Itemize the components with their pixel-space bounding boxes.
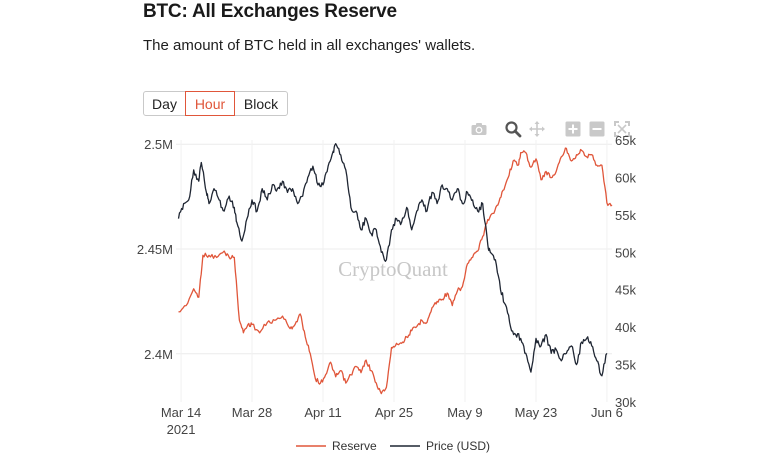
x-tick-year-label: 2021 [167,422,196,437]
x-tick-label: Apr 11 [304,405,341,420]
y-right-tick-label: 50k [615,245,636,260]
y-right-tick-label: 60k [615,170,636,185]
x-axis-ticks: Mar 14 2021 Mar 28 Apr 11 Apr 25 May 9 May 23 J… [161,405,623,437]
x-tick-label: Mar 14 [161,405,201,420]
y-right-tick-label: 30k [615,395,636,410]
zoom-in-icon[interactable] [564,120,582,138]
x-tick-label: May 9 [447,405,482,420]
block-button[interactable]: Block [234,91,288,116]
left-axis-ticks: 2.4M 2.45M 2.5M [137,137,173,362]
x-tick-label: May 23 [515,405,558,420]
y-right-tick-label: 45k [615,283,636,298]
y-left-tick-label: 2.5M [144,137,173,152]
page-title: BTC: All Exchanges Reserve [143,1,397,22]
hour-button[interactable]: Hour [185,91,235,116]
series-line-price [177,143,608,377]
y-left-tick-label: 2.45M [137,242,173,257]
legend-label-reserve: Reserve [332,439,377,453]
y-right-tick-label: 55k [615,208,636,223]
series-layer [177,143,613,395]
camera-icon[interactable] [470,120,488,138]
series-line-reserve [178,147,613,395]
autoscale-icon[interactable] [613,120,631,138]
y-right-tick-label: 35k [615,358,636,373]
pan-icon[interactable] [528,120,546,138]
x-grid-lines [180,140,608,402]
zoom-out-icon[interactable] [588,120,606,138]
right-axis-ticks: 30k 35k 40k 45k 50k 55k 60k 65k [615,133,636,410]
x-tick-label: Jun 6 [591,405,623,420]
y-right-tick-label: 40k [615,320,636,335]
zoom-icon[interactable] [504,120,522,138]
y-right-tick-label: 65k [615,133,636,148]
chart-legend: Reserve Price (USD) [296,439,490,453]
x-tick-label: Mar 28 [232,405,272,420]
y-left-tick-label: 2.4M [144,347,173,362]
resolution-toggle: Day Hour Block [143,91,288,116]
watermark: CryptoQuant [338,257,448,281]
legend-label-price: Price (USD) [426,439,490,453]
day-button[interactable]: Day [143,91,186,116]
x-tick-label: Apr 25 [375,405,413,420]
page-subtitle: The amount of BTC held in all exchanges'… [143,37,476,54]
